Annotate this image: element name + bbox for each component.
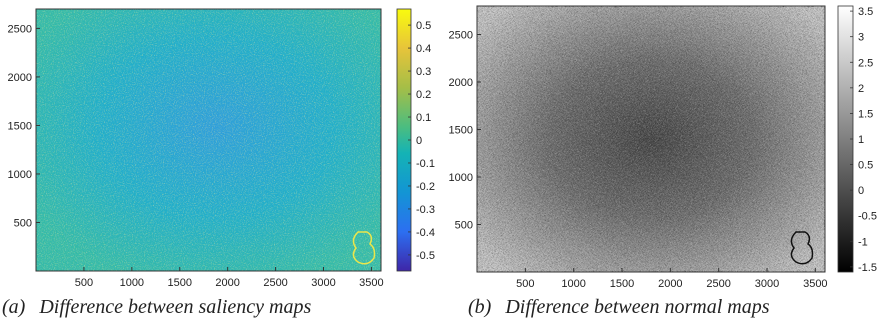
y-tick-label: 2500 [449, 30, 473, 42]
colorbar-tick-label: 0.3 [416, 66, 431, 78]
x-tick-label: 1000 [120, 277, 144, 289]
colorbar-tick-label: 0.2 [416, 89, 431, 101]
saliency-diff-panel: 500 1000 1500 2000 2500 3000 3500 500 1000 1500 20… [8, 8, 435, 289]
normal-diff-panel: 500 1000 1500 2000 2500 3000 35005001000150020… [449, 5, 877, 291]
colorbar-tick-label: 0 [416, 135, 422, 147]
colorbar-tick-label: -1.5 [858, 262, 877, 274]
colorbar-tick-label: 2.5 [858, 57, 873, 69]
caption-tag: (a) [2, 296, 26, 318]
y-tick-label: 2000 [449, 77, 473, 89]
colorbar-tick-label: 0.5 [416, 20, 431, 32]
y-tick-label: 500 [455, 220, 473, 232]
colorbar-ticks: 0.5 0.4 0.3 0.2 0.1 0 -0.1 -0.2 -0.3 -0.4 -0.5 [408, 20, 435, 262]
y-tick-label: 2000 [8, 72, 32, 84]
x-tick-label: 1500 [168, 277, 192, 289]
colorbar-tick-label: -0.5 [858, 211, 877, 223]
noise-dark [477, 6, 825, 272]
colorbar-tick-label: 3 [858, 32, 864, 44]
x-tick-label: 3500 [803, 278, 827, 290]
colorbar-tick-label: -0.2 [416, 181, 435, 193]
colorbar-ticks: 3.5 3 2.5 2 1.5 1 0.5 0 -0.5 -1 -1.5 [850, 6, 877, 274]
axes-frame [35, 8, 382, 272]
x-tick-label: 2500 [263, 277, 287, 289]
colorbar-tick-label: -0.1 [416, 158, 435, 170]
outlier-shape [790, 231, 814, 265]
x-tick-label: 3000 [311, 277, 335, 289]
y-tick-label: 1500 [449, 125, 473, 137]
colorbar-tick-label: 1 [858, 134, 864, 146]
y-tick-label: 1000 [449, 172, 473, 184]
caption-a: (a) Difference between saliency maps [2, 296, 311, 326]
x-tick-label: 500 [75, 277, 93, 289]
x-tick-label: 3000 [755, 278, 779, 290]
x-tick-label: 500 [516, 278, 534, 290]
caption-tag: (b) [468, 296, 492, 318]
axis-ticks: 500 1000 1500 2000 2500 3000 3500 500 1000 1500 20… [449, 30, 828, 291]
x-tick-label: 3500 [359, 277, 383, 289]
colorbar-tick-label: -0.4 [416, 227, 435, 239]
colorbar-tick-label: 0.1 [416, 112, 431, 124]
colorbar-tick-label: -1 [858, 236, 868, 248]
y-tick-label: 2500 [8, 23, 32, 35]
colorbar-tick-label: -0.5 [416, 250, 435, 262]
colorbar-tick-label: 3.5 [858, 6, 873, 18]
caption-b: (b) Difference between normal maps [468, 296, 770, 326]
x-tick-label: 2000 [215, 277, 239, 289]
axes-frame [476, 5, 826, 273]
caption-text: Difference between saliency maps [39, 296, 312, 318]
y-tick-label: 1000 [8, 169, 32, 181]
x-tick-label: 2000 [658, 278, 682, 290]
axis-ticks: 500 1000 1500 2000 2500 3000 3500 500 1000 1500 20… [8, 23, 384, 289]
y-tick-label: 500 [14, 217, 32, 229]
x-tick-label: 2500 [706, 278, 730, 290]
colorbar-tick-label: 2 [858, 83, 864, 95]
outlier-shape [352, 231, 376, 265]
colorbar-tick-label: 0 [858, 185, 864, 197]
colorbar-tick-label: 0.4 [416, 43, 431, 55]
colorbar-tick-label: 0.5 [858, 160, 873, 172]
x-tick-label: 1000 [561, 278, 585, 290]
caption-text: Difference between normal maps [505, 296, 770, 318]
noise-low [36, 9, 381, 271]
colorbar-tick-label: 1.5 [858, 108, 873, 120]
colorbar-tick-label: -0.3 [416, 204, 435, 216]
x-tick-label: 1500 [610, 278, 634, 290]
y-tick-label: 1500 [8, 120, 32, 132]
